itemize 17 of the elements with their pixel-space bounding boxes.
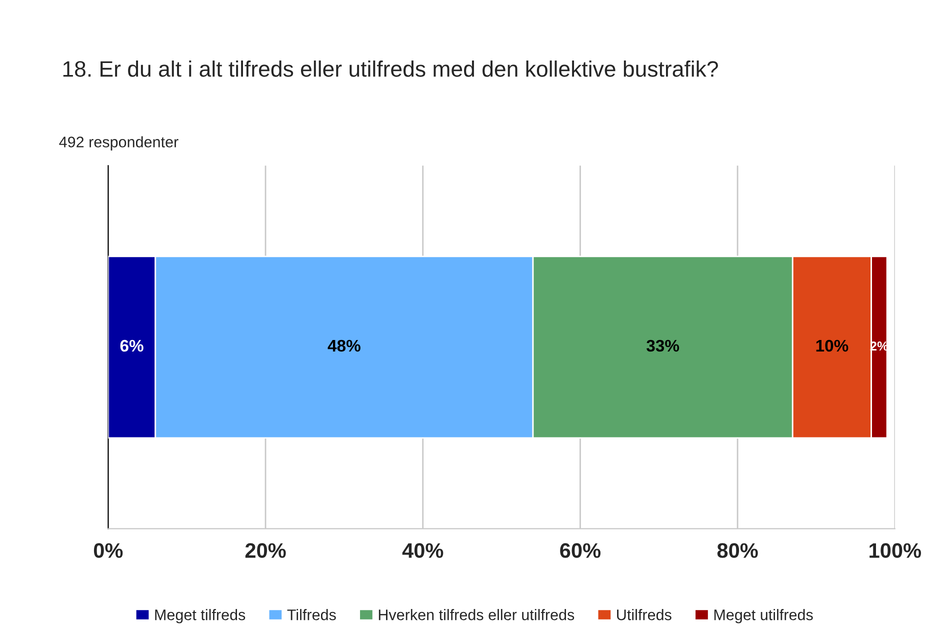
legend-label: Hverken tilfreds eller utilfreds [378, 609, 574, 620]
x-tick-label: 0% [94, 543, 123, 558]
data-label: 6% [120, 340, 144, 352]
legend-label: Meget tilfreds [155, 609, 246, 624]
x-tick-label: 80% [717, 543, 758, 558]
legend-label: Tilfreds [287, 609, 336, 620]
data-label: 33% [646, 340, 680, 352]
x-tick-label: 20% [245, 543, 286, 558]
data-label: 48% [328, 340, 360, 352]
x-tick-label: 60% [560, 543, 601, 558]
legend-label: Meget utilfreds [714, 609, 813, 624]
x-tick-label: 40% [402, 543, 444, 558]
legend-label: Utilfreds [617, 609, 672, 620]
chart-title: 18. Er du alt i alt tilfreds eller utilfreds med den kollektive bustrafik? [63, 60, 718, 77]
x-tick-label: 100% [870, 543, 921, 558]
data-label: 10% [816, 340, 848, 352]
chart-subtitle: 492 respondenter [59, 136, 178, 150]
